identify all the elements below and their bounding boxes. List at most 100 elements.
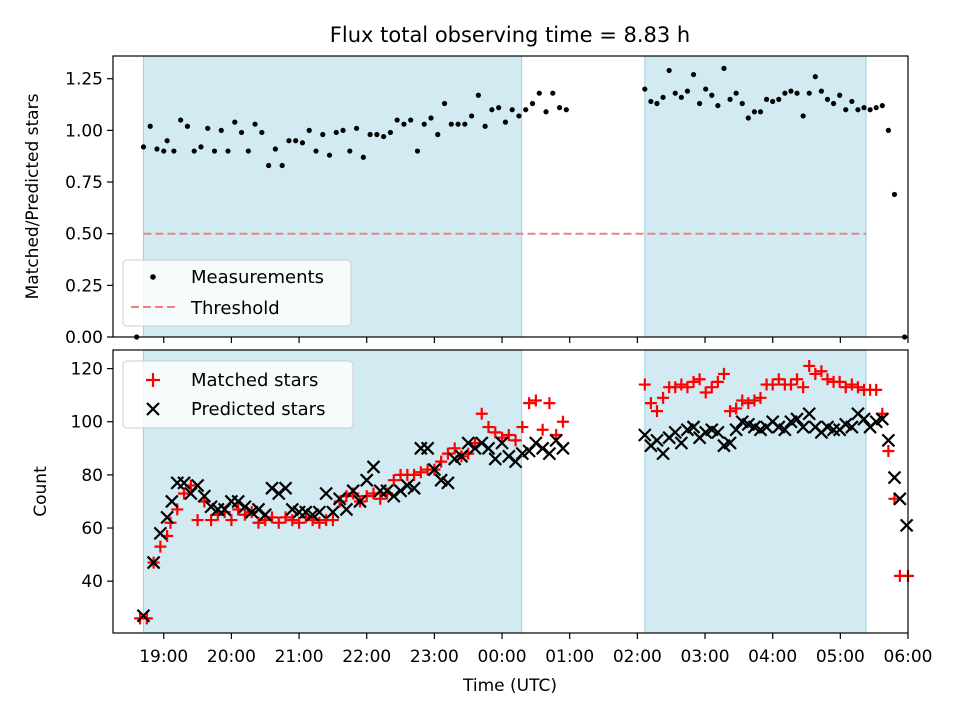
measurement-point [642,86,648,92]
measurement-point [286,138,292,144]
predicted-star-point [177,476,191,490]
matched-star-point [414,466,427,479]
matched-star-point [797,381,810,394]
y-tick-label: 120 [71,360,103,380]
measurement-point [266,162,272,169]
predicted-star-point [556,441,570,456]
matched-star-point [724,405,737,418]
predicted-star-point [881,433,896,448]
predicted-star-point [359,473,374,487]
measurement-point [523,107,529,113]
measurement-point [211,148,218,154]
predicted-star-point [656,446,670,461]
measurement-point [147,123,153,129]
matched-star-point [809,367,822,380]
predicted-star-point [165,494,179,509]
matched-star-point [502,429,515,442]
measurement-point [455,121,461,127]
measurement-point [259,129,265,136]
y-tick-label: 0.75 [65,173,103,193]
matched-star-point [736,394,749,407]
predicted-star-point [875,412,890,426]
measurement-point [171,148,177,154]
x-tick-label: 06:00 [884,647,933,667]
measurement-point [861,105,867,111]
matched-star-point [360,490,373,503]
measurement-point [482,123,488,129]
measurement-point [763,96,770,102]
measurement-point [879,102,885,109]
predicted-star-point [495,436,509,450]
predicted-star-point [136,608,151,623]
predicted-star-point [146,555,161,570]
legend-predicted-marker [146,402,160,416]
predicted-star-point [197,489,212,503]
matched-star-point [845,378,858,391]
measurement-point [751,109,758,115]
x-tick-label: 03:00 [681,647,730,667]
count-points [134,359,914,625]
predicted-star-point [160,510,174,525]
matched-star-point [516,421,529,434]
measurement-point [225,148,231,154]
legend-measurement-marker [150,274,156,280]
predicted-star-point [638,428,652,442]
predicted-star-point [366,460,381,474]
measurement-point [333,129,339,136]
matched-star-point [644,397,657,410]
matched-star-point [509,434,522,447]
matched-star-point [693,373,706,386]
measurement-point [441,100,448,107]
predicted-star-point [346,484,360,498]
y-tick-label: 40 [81,572,103,592]
ratio-y-ticks: 0.00 0.25 0.50 0.75 1.00 1.25 [65,70,113,348]
measurement-point [885,127,891,133]
matched-star-point [374,492,387,505]
measurement-point [543,109,549,115]
matched-star-point [326,514,339,527]
measurement-point [745,115,751,121]
measurement-point [770,98,776,105]
measurement-point [401,121,407,127]
measurement-point [684,88,691,94]
measurement-point [496,105,502,111]
matched-star-point [833,375,846,388]
y-tick-label: 100 [71,413,103,433]
ratio-y-axis-label: Matched/Predicted stars [23,93,43,299]
measurement-point [788,88,794,94]
measurement-point [475,92,481,98]
x-axis-label: Time (UTC) [462,676,557,696]
predicted-star-point [427,462,442,477]
measurement-point [326,152,333,158]
measurement-point [178,117,184,123]
matched-star-point [313,516,326,529]
measurement-point [806,90,812,96]
matched-star-point [748,394,761,407]
measurement-point [381,133,387,140]
measurement-point [408,117,414,123]
matched-star-point [681,381,694,394]
predicted-star-point [686,420,701,434]
matched-star-point [529,394,542,407]
count-legend: Matched stars Predicted stars [122,360,354,429]
matched-star-point [441,447,454,460]
measurement-point [238,129,245,136]
predicted-star-point [420,441,435,456]
measurement-point [690,71,697,78]
measurement-point [794,90,800,96]
predicted-star-point [319,486,333,501]
x-tick-label: 23:00 [410,647,459,667]
predicted-star-point [893,492,907,506]
chart-title: Flux total observing time = 8.83 h [330,23,690,47]
matched-star-point [657,391,670,404]
measurement-point [509,107,515,113]
predicted-star-point [488,452,503,466]
measurement-point [812,74,818,80]
measurement-point [191,148,197,154]
count-legend-box [122,360,354,429]
measurement-point [739,100,745,107]
matched-star-point [293,516,306,529]
matched-star-point [821,373,834,386]
measurement-point [428,115,434,121]
